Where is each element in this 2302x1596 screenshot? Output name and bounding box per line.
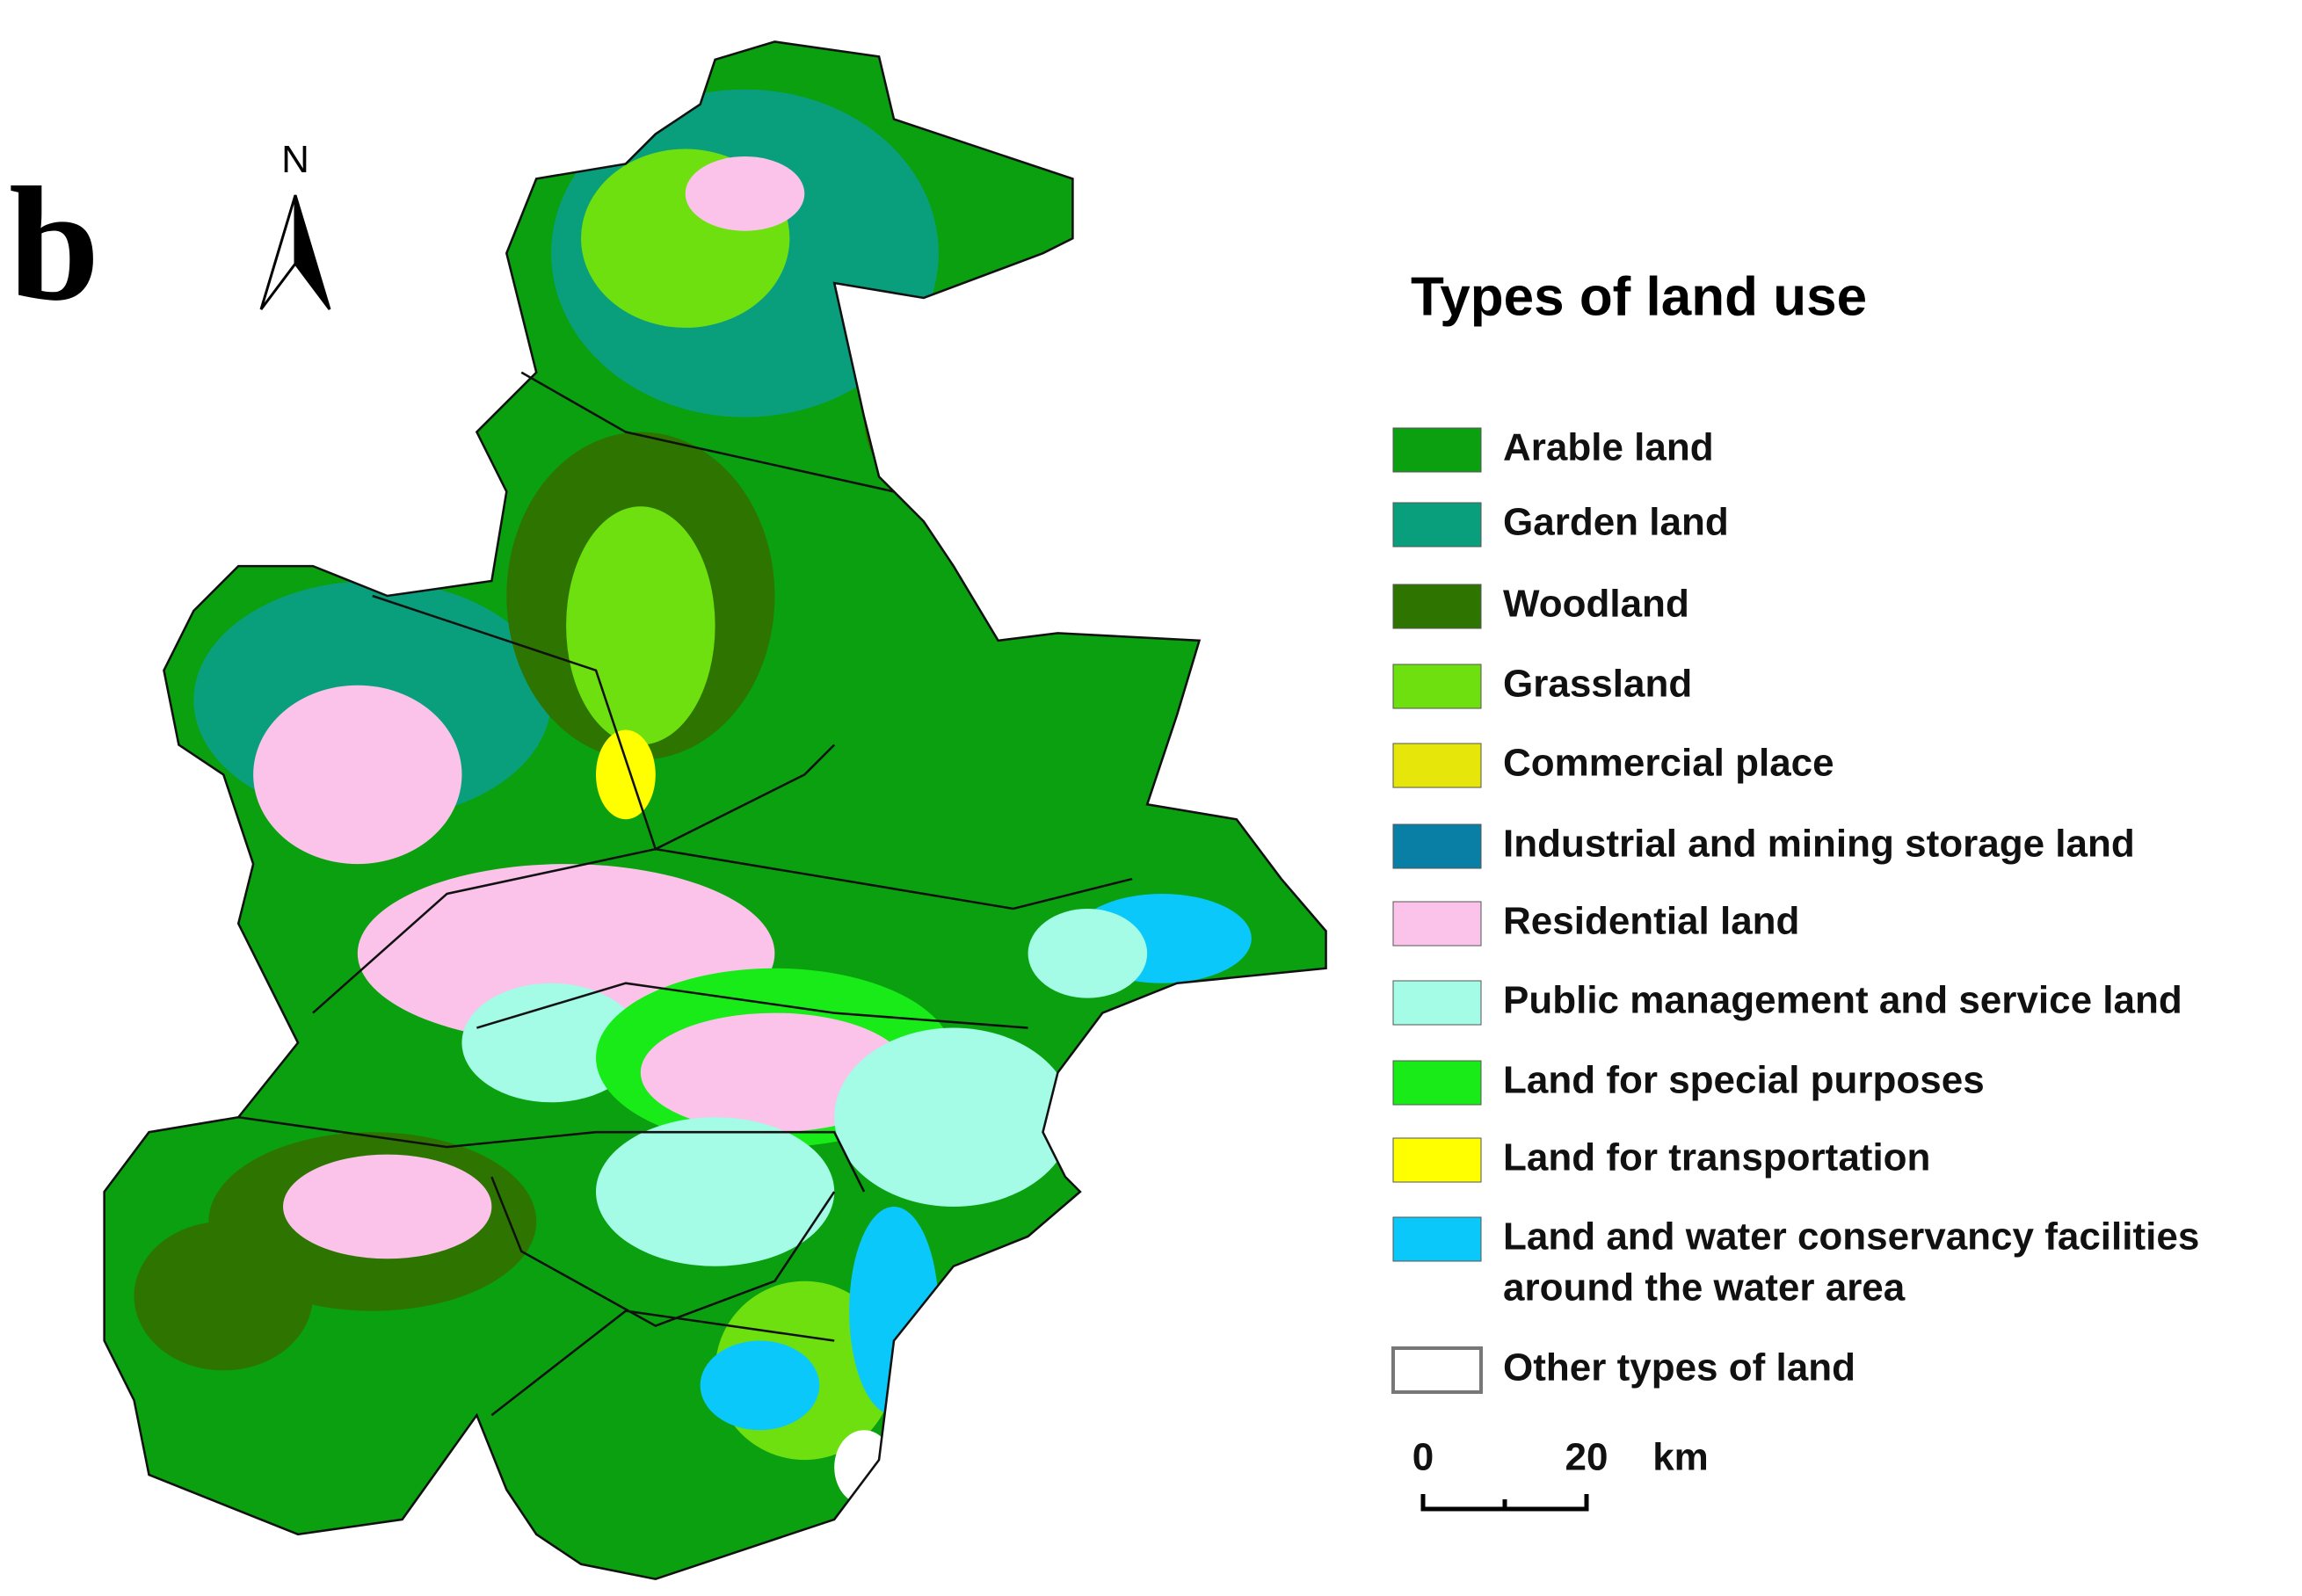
legend-label: Residential land [1503, 900, 1799, 943]
legend-item: Woodland [1392, 583, 1689, 629]
legend-item: Arable land [1392, 426, 1714, 473]
legend-item: Commercial place [1392, 742, 1834, 788]
legend-item: Other types of land [1391, 1346, 1855, 1394]
legend: Arable land Garden land Woodland Grassland C… [1391, 426, 2199, 1394]
land-use-surface [104, 41, 1326, 1579]
panel-label: b [9, 154, 99, 335]
legend-item: Land and water conservancy facilities aro… [1392, 1215, 2199, 1309]
legend-title: Types of land use [1411, 266, 1867, 327]
legend-label: Land for transportation [1503, 1136, 1930, 1179]
legend-item: Public management and service land [1392, 979, 2182, 1026]
legend-item: Land for transportation [1392, 1136, 1930, 1183]
legend-label: Land and water conservancy facilities [1503, 1215, 2199, 1259]
map-outline [103, 40, 1327, 1581]
legend-label: Commercial place [1503, 742, 1834, 785]
scale-unit: km [1652, 1436, 1709, 1479]
legend-swatch [1392, 1060, 1482, 1106]
legend-swatch [1392, 584, 1482, 629]
legend-swatch [1392, 664, 1482, 709]
legend-item: Residential land [1392, 900, 1799, 947]
legend-swatch [1392, 901, 1482, 947]
legend-item: Industrial and mining storage land [1392, 823, 2135, 869]
scale-label: 20 [1565, 1436, 1608, 1479]
legend-item: Garden land [1392, 501, 1729, 548]
legend-swatch [1391, 1346, 1483, 1394]
legend-label: Garden land [1503, 501, 1729, 544]
legend-label: Other types of land [1503, 1346, 1855, 1389]
legend-swatch [1392, 502, 1482, 548]
scale-label: 0 [1412, 1436, 1434, 1479]
legend-swatch [1392, 1216, 1482, 1262]
legend-swatch [1392, 823, 1482, 869]
legend-label: around the water area [1503, 1266, 1906, 1309]
legend-label: Grassland [1503, 663, 1692, 706]
legend-label: Industrial and mining storage land [1503, 823, 2135, 866]
scale-bar: 0 20 km [1412, 1436, 1709, 1512]
legend-label: Public management and service land [1503, 979, 2182, 1022]
legend-swatch [1392, 1137, 1482, 1183]
north-arrow: N [259, 138, 331, 310]
district-boundaries [238, 371, 1133, 1417]
legend-swatch [1392, 743, 1482, 788]
north-label: N [281, 138, 309, 181]
legend-item: Land for special purposes [1392, 1059, 1985, 1106]
legend-label: Arable land [1503, 426, 1714, 469]
legend-label: Land for special purposes [1503, 1059, 1985, 1102]
legend-label: Woodland [1503, 583, 1689, 626]
map [103, 40, 1327, 1581]
legend-swatch [1392, 980, 1482, 1026]
legend-swatch [1392, 427, 1482, 473]
legend-item: Grassland [1392, 663, 1692, 709]
